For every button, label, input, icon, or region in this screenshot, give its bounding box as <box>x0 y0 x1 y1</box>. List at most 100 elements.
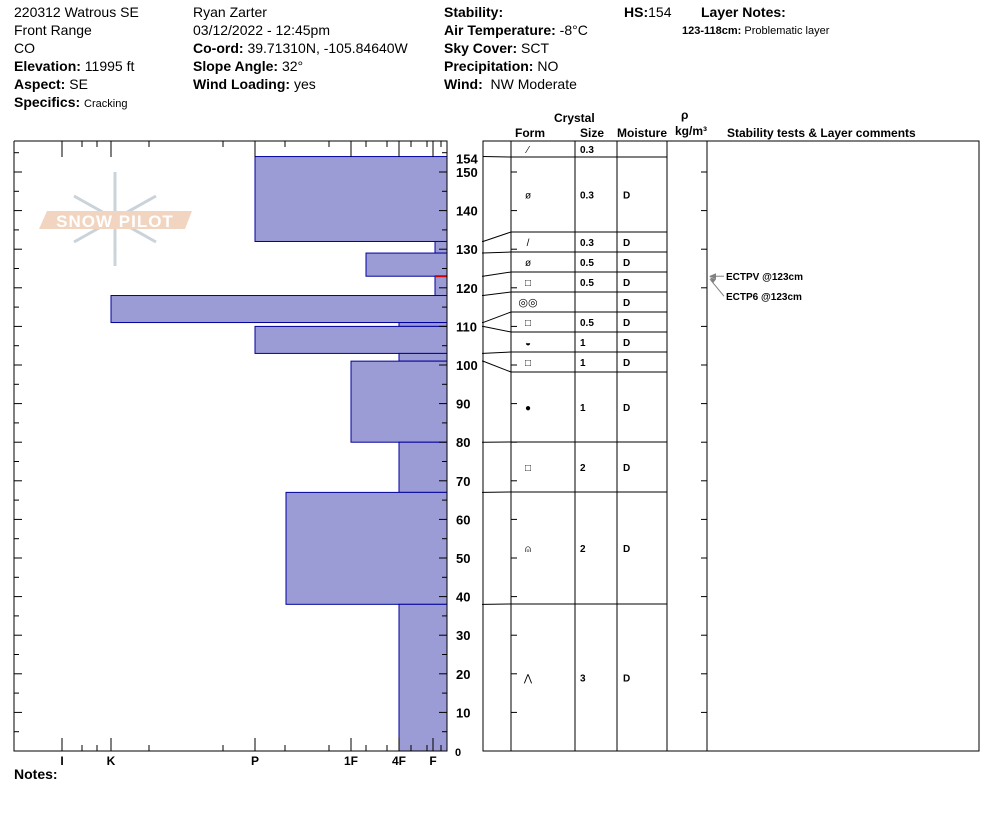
moisture-value: D <box>623 318 630 329</box>
y-tick-label: 80 <box>456 435 470 450</box>
moisture-value: D <box>623 403 630 414</box>
y-tick-label: 140 <box>456 204 478 219</box>
hs-label: HS: <box>624 4 649 20</box>
snowpilot-logo: SNOW PILOT <box>39 172 192 266</box>
hardness-bar <box>285 491 448 605</box>
air-temp-label: Air Temperature: <box>444 22 556 38</box>
moisture-value: D <box>623 191 630 202</box>
y-tick-label: 100 <box>456 358 478 373</box>
precip-label: Precipitation: <box>444 58 534 74</box>
aspect-label: Aspect: <box>14 76 66 92</box>
moisture-header: Moisture <box>617 126 668 140</box>
precip-value: NO <box>537 58 559 74</box>
hardness-bar <box>254 325 448 354</box>
y-tick-label: 130 <box>456 242 478 257</box>
x-tick-label: K <box>107 754 116 768</box>
stability-test-arrow <box>709 278 725 297</box>
depth-connector <box>482 271 512 277</box>
elevation-value: 11995 ft <box>84 58 135 74</box>
depth-connector <box>482 351 512 354</box>
faceted-crystal-icon: □ <box>525 463 531 474</box>
crystal-size: 0.5 <box>580 258 594 269</box>
depth-connector <box>482 251 512 254</box>
layer-note-range: 123-118cm: <box>682 25 742 37</box>
hardness-bar <box>254 156 448 242</box>
hardness-bar <box>365 252 448 277</box>
moisture-value: D <box>623 463 630 474</box>
x-tick-label: 1F <box>344 754 358 768</box>
rounding-facet-icon: ◒ <box>525 338 531 349</box>
range: Front Range <box>14 22 92 38</box>
crystal-size: 1 <box>580 403 586 414</box>
comments-header: Stability tests & Layer comments <box>727 126 916 140</box>
y-tick-label: 20 <box>456 667 470 682</box>
depth-connector <box>482 231 512 242</box>
notes-label: Notes: <box>14 766 58 782</box>
slope-label: Slope Angle: <box>193 58 279 74</box>
hardness-bar <box>398 352 448 362</box>
site-name: 220312 Watrous SE <box>14 4 139 20</box>
specifics-label: Specifics: <box>14 94 81 110</box>
coord-value: 39.71310N, -105.84640W <box>247 40 408 56</box>
x-tick-label: P <box>251 754 259 768</box>
depth-hoar-icon: ⋀ <box>523 674 533 685</box>
y-tick-label: 154 <box>456 152 478 167</box>
specifics-value: Cracking <box>84 98 128 110</box>
sky-label: Sky Cover: <box>444 40 518 56</box>
stability-test-label: ECTPV @123cm <box>726 272 803 283</box>
melt-freeze-crust-icon: ◎◎ <box>518 297 537 309</box>
observer: Ryan Zarter <box>193 4 267 20</box>
hardness-bar <box>350 360 448 443</box>
crystal-size: 0.5 <box>580 278 594 289</box>
moisture-value: D <box>623 358 630 369</box>
y-tick-label: 120 <box>456 281 478 296</box>
aspect-value: SE <box>69 76 88 92</box>
depth-connector <box>482 325 512 333</box>
x-tick-label: 4F <box>392 754 406 768</box>
header-col3: Stability: Air Temperature: -8°C Sky Cov… <box>444 3 588 93</box>
y-tick-label: 0 <box>455 747 461 759</box>
decomposing-particle-icon: ⁄ <box>524 145 530 156</box>
stability-label: Stability: <box>444 4 504 20</box>
rounded-grain-icon: ● <box>525 403 531 414</box>
y-tick-label: 10 <box>456 705 470 720</box>
depth-connector <box>482 291 512 297</box>
header-col1: 220312 Watrous SE Front Range CO Elevati… <box>14 3 139 113</box>
svg-text:SNOW PILOT: SNOW PILOT <box>56 212 174 231</box>
wind-loading-value: yes <box>293 76 316 92</box>
hardness-bar <box>110 295 448 324</box>
y-tick-label: 40 <box>456 590 470 605</box>
wind-value: NW Moderate <box>490 76 577 92</box>
moisture-value: D <box>623 338 630 349</box>
faceted-crystal-icon: □ <box>525 318 531 329</box>
layer-notes-label: Layer Notes: <box>701 4 786 20</box>
hardness-bar <box>398 441 448 493</box>
hs-value: 154 <box>648 4 672 20</box>
decomposing-fragment-icon: ø <box>525 191 531 202</box>
depth-connector <box>482 360 512 373</box>
slope-value: 32° <box>281 58 304 74</box>
crystal-size: 1 <box>580 358 586 369</box>
depth-connector <box>482 311 512 324</box>
y-tick-label: 110 <box>456 319 477 334</box>
form-header: Form <box>515 126 545 140</box>
stability-test-label: ECTP6 @123cm <box>726 292 802 303</box>
crystal-size: 2 <box>580 463 586 474</box>
y-tick-label: 90 <box>456 397 470 412</box>
y-tick-label: 50 <box>456 551 470 566</box>
crystal-size: 0.3 <box>580 191 594 202</box>
hardness-bar <box>398 322 448 327</box>
wind-label: Wind: <box>444 76 483 92</box>
wind-loading-label: Wind Loading: <box>193 76 291 92</box>
density-header: kg/m³ <box>675 124 708 138</box>
datetime: 03/12/2022 - 12:45pm <box>193 22 330 38</box>
hardness-bar <box>434 275 448 297</box>
arrow-head-icon <box>710 277 716 284</box>
y-tick-label: 70 <box>456 474 470 489</box>
faceted-crystal-icon: □ <box>525 358 531 369</box>
faceted-crystal-icon: □ <box>525 278 531 289</box>
x-tick-label: F <box>429 754 436 768</box>
moisture-value: D <box>623 278 630 289</box>
